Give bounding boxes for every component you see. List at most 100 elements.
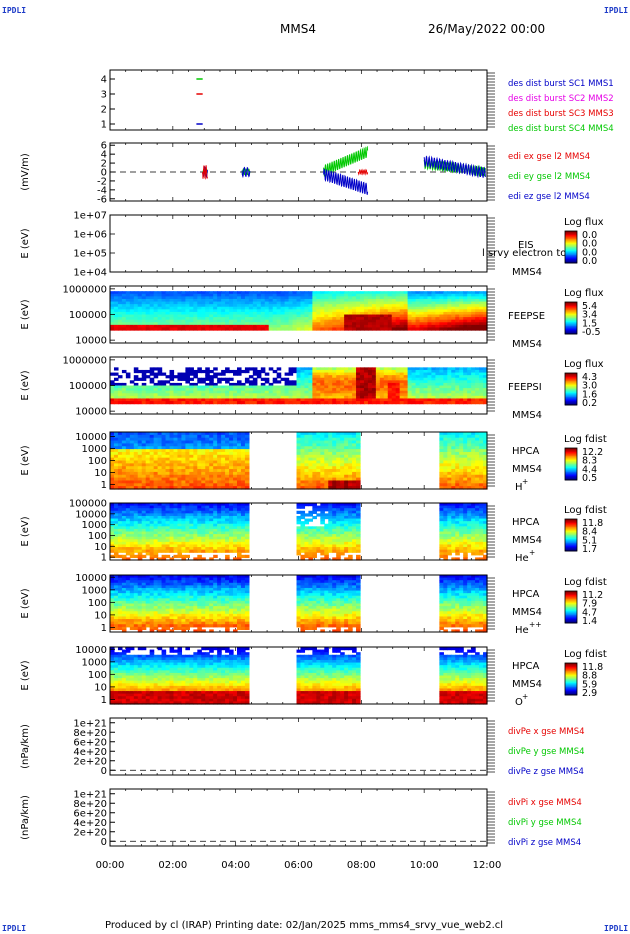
heatmap-cell bbox=[443, 401, 448, 405]
heatmap-cell bbox=[304, 301, 310, 305]
heatmap-cell bbox=[328, 449, 333, 453]
heatmap-cell bbox=[137, 526, 143, 530]
heatmap-cell bbox=[304, 296, 310, 300]
heatmap-cell bbox=[161, 306, 167, 310]
heatmap-cell bbox=[483, 471, 488, 476]
heatmap-cell bbox=[153, 526, 159, 530]
heatmap-cell bbox=[173, 547, 179, 551]
heatmap-cell bbox=[217, 293, 222, 297]
heatmap-cell bbox=[157, 508, 163, 512]
heatmap-cell bbox=[117, 531, 123, 535]
heatmap-cell bbox=[463, 401, 468, 405]
heatmap-cell bbox=[272, 395, 278, 400]
heatmap-cell bbox=[157, 471, 163, 476]
heatmap-cell bbox=[467, 369, 472, 374]
heatmap-cell bbox=[332, 309, 337, 313]
heatmap-cell bbox=[308, 432, 313, 436]
heatmap-cell bbox=[240, 319, 246, 323]
heatmap-cell bbox=[153, 324, 159, 329]
heatmap-cell bbox=[181, 503, 186, 507]
heatmap-cell bbox=[244, 388, 250, 392]
heatmap-cell bbox=[201, 437, 206, 442]
heatmap-cell bbox=[475, 486, 480, 490]
heatmap-cell bbox=[133, 377, 139, 381]
heatmap-cell bbox=[367, 382, 373, 387]
heatmap-cell bbox=[133, 505, 139, 509]
y-tick-label: 1000 bbox=[82, 444, 107, 455]
heatmap-cell bbox=[133, 398, 139, 402]
heatmap-cell bbox=[149, 317, 155, 321]
heatmap-cell bbox=[236, 298, 242, 303]
heatmap-cell bbox=[320, 367, 325, 371]
heatmap-cell bbox=[308, 486, 313, 490]
heatmap-cell bbox=[145, 291, 151, 295]
heatmap-cell bbox=[149, 314, 155, 318]
heatmap-cell bbox=[113, 393, 119, 397]
heatmap-cell bbox=[284, 388, 290, 392]
heatmap-cell bbox=[161, 486, 167, 490]
heatmap-cell bbox=[467, 466, 472, 470]
heatmap-cell bbox=[467, 319, 472, 323]
heatmap-cell bbox=[240, 306, 246, 310]
heatmap-cell bbox=[459, 471, 464, 476]
heatmap-cell bbox=[189, 324, 194, 329]
heatmap-cell bbox=[344, 440, 349, 444]
colorbar-cell bbox=[565, 476, 577, 478]
heatmap-cell bbox=[292, 382, 298, 387]
heatmap-cell bbox=[356, 471, 361, 476]
heatmap-cell bbox=[153, 367, 159, 371]
heatmap-cell bbox=[348, 296, 353, 300]
heatmap-cell bbox=[475, 434, 480, 439]
heatmap-cell bbox=[177, 471, 183, 476]
heatmap-cell bbox=[431, 301, 437, 305]
heatmap-cell bbox=[256, 309, 262, 313]
heatmap-cell bbox=[201, 432, 206, 436]
heatmap-cell bbox=[320, 398, 325, 402]
heatmap-cell bbox=[177, 483, 183, 487]
heatmap-cell bbox=[165, 521, 171, 525]
heatmap-cell bbox=[391, 372, 397, 376]
heatmap-cell bbox=[312, 457, 317, 462]
heatmap-cell bbox=[169, 309, 175, 313]
heatmap-cell bbox=[161, 324, 167, 329]
heatmap-cell bbox=[201, 304, 206, 308]
heatmap-cell bbox=[197, 301, 202, 305]
heatmap-cell bbox=[197, 317, 202, 321]
heatmap-cell bbox=[173, 327, 179, 331]
heatmap-cell bbox=[221, 322, 226, 326]
heatmap-cell bbox=[439, 460, 444, 464]
heatmap-cell bbox=[483, 486, 488, 490]
heatmap-cell bbox=[117, 547, 123, 551]
heatmap-cell bbox=[193, 513, 198, 517]
heatmap-cell bbox=[352, 440, 357, 444]
heatmap-cell bbox=[137, 301, 143, 305]
heatmap-cell bbox=[324, 474, 329, 479]
heatmap-cell bbox=[157, 395, 163, 400]
heatmap-cell bbox=[236, 457, 242, 462]
heatmap-cell bbox=[256, 314, 262, 318]
y-tick-label: -4 bbox=[97, 185, 107, 196]
heatmap-cell bbox=[117, 471, 123, 476]
heatmap-cell bbox=[435, 369, 440, 374]
heatmap-cell bbox=[145, 398, 151, 402]
y-tick-label: 1e+07 bbox=[73, 211, 107, 222]
heatmap-cell bbox=[201, 477, 206, 482]
heatmap-cell bbox=[201, 324, 206, 329]
heatmap-cell bbox=[110, 443, 115, 447]
heatmap-cell bbox=[133, 319, 139, 323]
heatmap-cell bbox=[113, 434, 119, 439]
heatmap-cell bbox=[240, 317, 246, 321]
heatmap-cell bbox=[463, 471, 468, 476]
heatmap-cell bbox=[137, 293, 143, 297]
heatmap-cell bbox=[113, 372, 119, 376]
heatmap-cell bbox=[459, 372, 464, 376]
heatmap-cell bbox=[443, 309, 448, 313]
heatmap-cell bbox=[383, 382, 389, 387]
heatmap-cell bbox=[145, 480, 151, 484]
heatmap-cell bbox=[189, 369, 194, 374]
heatmap-cell bbox=[475, 437, 480, 442]
heatmap-cell bbox=[117, 382, 123, 387]
heatmap-cell bbox=[367, 385, 373, 389]
heatmap-cell bbox=[316, 434, 321, 439]
heatmap-cell bbox=[403, 317, 409, 321]
